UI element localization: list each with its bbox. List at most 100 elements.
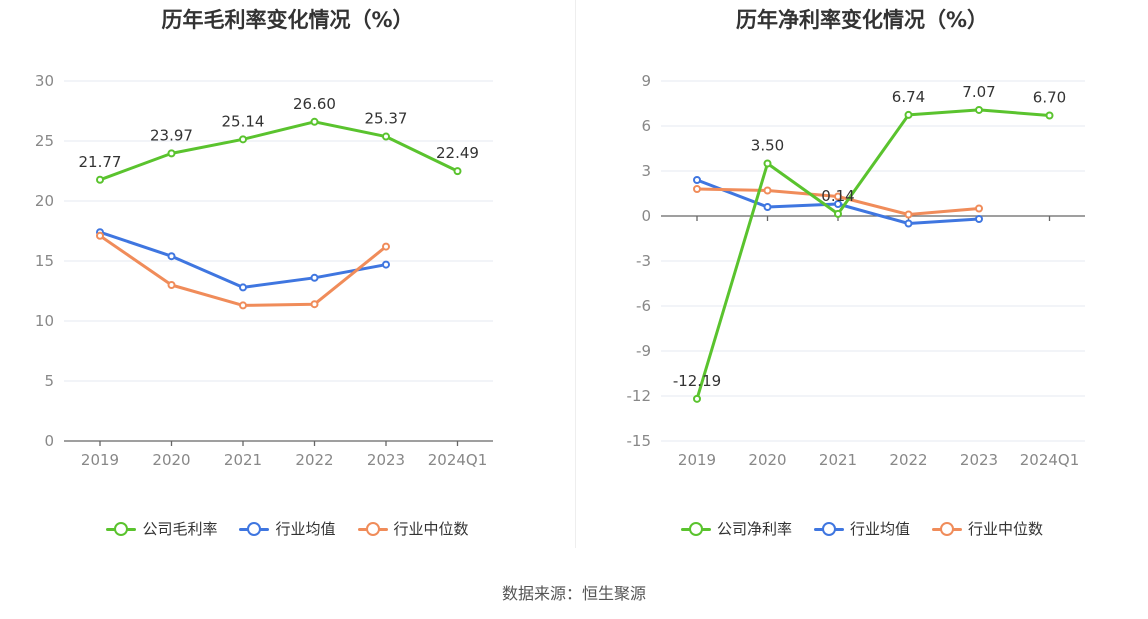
y-tick-label: -9 xyxy=(636,342,651,360)
y-tick-label: -3 xyxy=(636,252,651,270)
gross-margin-title: 历年毛利率变化情况（%） xyxy=(161,8,414,32)
x-tick-label: 2022 xyxy=(889,451,927,469)
series-line-行业均值 xyxy=(99,230,387,289)
x-tick-label: 2020 xyxy=(152,451,190,469)
legend-swatch-icon xyxy=(357,521,388,536)
legend-label: 公司毛利率 xyxy=(142,520,218,538)
panel-divider xyxy=(575,0,576,548)
y-tick-label: 10 xyxy=(35,312,54,330)
data-point[interactable] xyxy=(167,252,176,261)
series-line-公司净利率 xyxy=(695,108,1050,400)
data-label: 23.97 xyxy=(150,126,193,144)
y-tick-label: 9 xyxy=(641,72,651,90)
net-margin-legend: 公司净利率 行业均值 行业中位数 xyxy=(576,518,1148,539)
data-point[interactable] xyxy=(834,209,842,218)
series-line-公司毛利率 xyxy=(99,120,459,182)
data-label: 22.49 xyxy=(436,144,479,162)
y-tick-label: 15 xyxy=(35,252,54,270)
data-label: 21.77 xyxy=(79,153,122,171)
gross-margin-chart: 0 5 10 15 20 25 30 2019 2020 2021 2022 2023 2024Q1 21… xyxy=(35,72,493,469)
x-tick-label: 2024Q1 xyxy=(428,451,488,469)
data-label: 25.14 xyxy=(222,112,265,130)
data-label: 7.07 xyxy=(962,83,995,101)
y-tick-label: 0 xyxy=(641,207,651,225)
legend-item[interactable]: 行业均值 xyxy=(239,518,336,539)
legend-item[interactable]: 行业均值 xyxy=(813,518,910,539)
legend-item[interactable]: 公司毛利率 xyxy=(106,518,217,539)
net-margin-chart: -15 -12 -9 -6 -3 0 3 6 9 2019 2020 2021 2022 2023 2024… xyxy=(627,72,1085,469)
x-tick-label: 2021 xyxy=(819,451,857,469)
y-tick-label: 30 xyxy=(35,72,54,90)
x-tick-label: 2023 xyxy=(367,451,405,469)
y-tick-label: -15 xyxy=(627,432,652,450)
data-point[interactable] xyxy=(310,117,319,126)
data-point[interactable] xyxy=(96,231,104,240)
legend-item[interactable]: 行业中位数 xyxy=(932,518,1043,539)
data-point[interactable] xyxy=(763,186,772,195)
data-point[interactable] xyxy=(382,242,390,251)
x-tick-label: 2020 xyxy=(748,451,786,469)
data-point[interactable] xyxy=(693,394,701,403)
legend-swatch-icon xyxy=(106,521,137,536)
data-label: 25.37 xyxy=(365,110,408,128)
legend-swatch-icon xyxy=(932,521,962,536)
y-tick-label: 5 xyxy=(44,372,54,390)
data-point[interactable] xyxy=(382,260,390,269)
legend-item[interactable]: 公司净利率 xyxy=(680,518,792,539)
legend-item[interactable]: 行业中位数 xyxy=(357,518,469,539)
x-tick-label: 2023 xyxy=(960,451,998,469)
y-tick-label: 6 xyxy=(641,117,651,135)
data-point[interactable] xyxy=(975,204,983,213)
y-tick-label: 25 xyxy=(35,132,54,150)
gross-margin-panel: 历年毛利率变化情况（%） 0 5 10 15 20 25 30 2019 2020 2021 202… xyxy=(0,0,575,560)
data-point[interactable] xyxy=(904,219,913,228)
data-point[interactable] xyxy=(453,167,462,176)
data-point[interactable] xyxy=(693,176,701,184)
data-point[interactable] xyxy=(763,203,772,211)
data-label: 6.70 xyxy=(1033,89,1066,107)
data-point[interactable] xyxy=(904,110,913,119)
data-point[interactable] xyxy=(693,185,701,193)
data-point[interactable] xyxy=(904,210,913,219)
data-label: -12.19 xyxy=(673,372,721,390)
data-point[interactable] xyxy=(975,215,983,223)
legend-label: 行业均值 xyxy=(275,520,336,538)
data-point[interactable] xyxy=(167,149,176,158)
net-margin-panel: 历年净利率变化情况（%） -15 -12 -9 -6 -3 0 3 6 9 2019 2020 202… xyxy=(576,0,1148,560)
data-label: 26.60 xyxy=(293,95,336,113)
x-tick-label: 2022 xyxy=(295,451,333,469)
data-point[interactable] xyxy=(96,175,104,184)
legend-swatch-icon xyxy=(239,521,270,536)
data-point[interactable] xyxy=(239,301,247,310)
data-point[interactable] xyxy=(834,192,842,201)
data-point[interactable] xyxy=(834,200,842,208)
data-point[interactable] xyxy=(310,300,319,309)
y-tick-label: 3 xyxy=(641,162,651,180)
data-point[interactable] xyxy=(239,283,247,292)
legend-label: 行业中位数 xyxy=(968,520,1044,538)
y-tick-label: 20 xyxy=(35,192,54,210)
y-tick-label: -12 xyxy=(627,387,652,405)
x-tick-label: 2019 xyxy=(81,451,119,469)
y-tick-label: 0 xyxy=(44,432,54,450)
data-point[interactable] xyxy=(382,132,390,141)
x-tick-label: 2024Q1 xyxy=(1020,451,1080,469)
data-point[interactable] xyxy=(239,135,247,144)
data-label: 3.50 xyxy=(751,137,784,155)
legend-label: 公司净利率 xyxy=(716,520,792,538)
data-label: 0.14 xyxy=(821,187,854,205)
legend-swatch-icon xyxy=(680,521,711,536)
data-point[interactable] xyxy=(763,159,772,168)
data-point[interactable] xyxy=(310,273,319,282)
data-point[interactable] xyxy=(167,281,176,289)
gross-margin-legend: 公司毛利率 行业均值 行业中位数 xyxy=(0,518,575,539)
legend-label: 行业均值 xyxy=(849,520,910,538)
legend-label: 行业中位数 xyxy=(393,520,469,538)
data-point[interactable] xyxy=(1045,111,1054,120)
x-tick-label: 2021 xyxy=(224,451,262,469)
y-tick-label: -6 xyxy=(636,297,651,315)
legend-swatch-icon xyxy=(813,521,844,536)
data-point[interactable] xyxy=(975,105,983,114)
data-source: 数据来源：恒生聚源 xyxy=(501,584,646,603)
data-label: 6.74 xyxy=(892,88,925,106)
